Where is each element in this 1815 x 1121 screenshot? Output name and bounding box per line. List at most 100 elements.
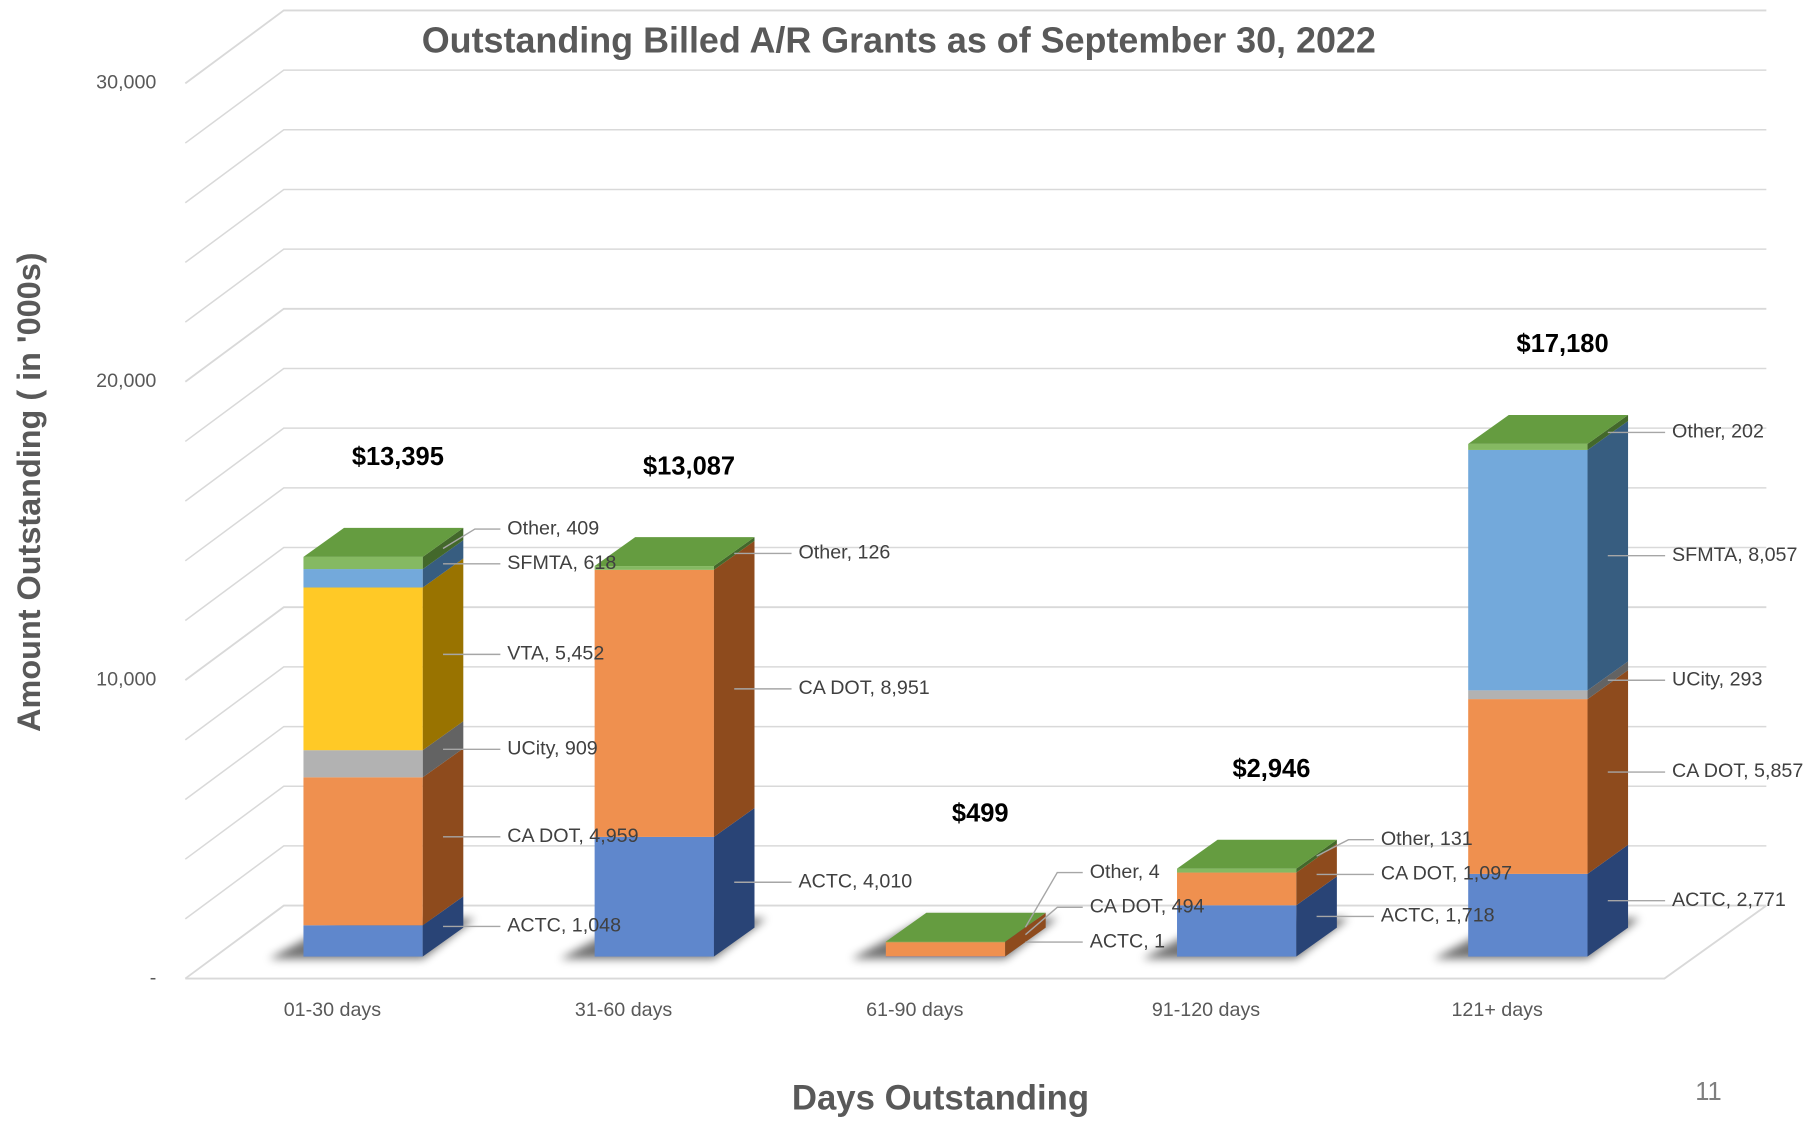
bar-front-highlight bbox=[1468, 449, 1588, 691]
data-label: CA DOT, 5,857 bbox=[1672, 760, 1803, 782]
bar-segment bbox=[1177, 876, 1337, 957]
y-axis-title: Amount Outstanding ( in '000s) bbox=[11, 252, 47, 731]
leader-line bbox=[442, 528, 501, 550]
grid-line bbox=[184, 427, 1767, 502]
x-tick-label: 31-60 days bbox=[575, 999, 673, 1021]
total-label: $2,946 bbox=[1232, 755, 1310, 783]
bar-front bbox=[303, 925, 423, 957]
bar-segment bbox=[885, 912, 1046, 957]
data-label: Other, 126 bbox=[799, 542, 891, 564]
grid-line bbox=[184, 785, 1767, 860]
bar-front-highlight bbox=[303, 925, 423, 957]
bar-front bbox=[594, 569, 714, 837]
chart-title: Outstanding Billed A/R Grants as of Sept… bbox=[422, 20, 1376, 60]
leader-line bbox=[1316, 839, 1374, 857]
bar-front bbox=[1468, 443, 1588, 450]
y-tick-label: 10,000 bbox=[96, 668, 156, 690]
x-tick-label: 61-90 days bbox=[866, 999, 964, 1021]
bar-front bbox=[885, 941, 1006, 957]
bar-segment bbox=[1468, 670, 1629, 874]
bar-front-highlight bbox=[1177, 905, 1297, 957]
data-label: VTA, 5,452 bbox=[507, 643, 604, 665]
bar-top bbox=[885, 912, 1046, 942]
y-tick-label: - bbox=[150, 967, 157, 989]
bar-front-highlight bbox=[1468, 699, 1588, 874]
bar-front-highlight bbox=[885, 941, 1006, 943]
bar-front-highlight bbox=[303, 569, 423, 588]
bars: 01-30 days 31-60 days 61-90 days 91-120 day… bbox=[268, 414, 1640, 1021]
grid-line bbox=[184, 69, 1767, 144]
bar-front bbox=[594, 836, 714, 957]
bar-segment bbox=[594, 540, 755, 837]
grid-line bbox=[184, 248, 1767, 323]
grid-line bbox=[184, 546, 1767, 622]
leader-line bbox=[1024, 871, 1083, 928]
total-label: $499 bbox=[952, 799, 1009, 827]
bar-front bbox=[1468, 873, 1588, 957]
floor bbox=[185, 904, 1767, 980]
data-label: ACTC, 1,048 bbox=[507, 915, 621, 937]
bar-front bbox=[885, 956, 1006, 958]
grid-line bbox=[184, 666, 1767, 741]
bar-front-highlight bbox=[303, 777, 423, 926]
bar-front bbox=[303, 556, 423, 570]
bar-front-highlight bbox=[1468, 690, 1588, 700]
data-label: ACTC, 4,010 bbox=[799, 870, 913, 892]
page-number: 11 bbox=[1695, 1078, 1721, 1106]
data-label: ACTC, 2,771 bbox=[1672, 889, 1786, 911]
data-label: CA DOT, 8,951 bbox=[799, 677, 930, 699]
bar-segment bbox=[1468, 844, 1629, 957]
bar-front-highlight bbox=[303, 750, 423, 778]
bar-front-highlight bbox=[1468, 873, 1588, 957]
bar-front bbox=[885, 941, 1006, 943]
bar-segment bbox=[303, 558, 464, 751]
data-label: Other, 409 bbox=[507, 517, 599, 539]
bar-top bbox=[1468, 414, 1629, 444]
data-label: SFMTA, 618 bbox=[507, 552, 616, 574]
bar-front-highlight bbox=[1177, 868, 1297, 873]
data-label: CA DOT, 494 bbox=[1090, 896, 1205, 918]
data-label: CA DOT, 4,959 bbox=[507, 825, 638, 847]
data-label: ACTC, 1,718 bbox=[1381, 905, 1495, 927]
grid-line bbox=[184, 725, 1767, 801]
bar-top bbox=[303, 527, 464, 557]
y-tick-label: 30,000 bbox=[96, 72, 156, 94]
bar-front bbox=[303, 587, 423, 751]
bar-top bbox=[1177, 839, 1337, 869]
bar-front bbox=[303, 777, 423, 926]
data-label: SFMTA, 8,057 bbox=[1672, 544, 1797, 566]
bar-front bbox=[303, 750, 423, 778]
bar-front bbox=[594, 566, 714, 570]
data-label: Other, 131 bbox=[1381, 828, 1473, 850]
grid-line bbox=[184, 9, 1767, 85]
bar-top bbox=[594, 537, 755, 567]
bar-front-highlight bbox=[1468, 443, 1588, 450]
y-tick-label: 20,000 bbox=[96, 370, 156, 392]
bar-front-highlight bbox=[594, 569, 714, 837]
data-label: UCity, 293 bbox=[1672, 668, 1762, 690]
grid-line bbox=[184, 606, 1767, 681]
labels: ACTC, 1,048 CA DOT, 4,959 UCity, 909 VTA, 5… bbox=[352, 330, 1803, 952]
x-axis-title: Days Outstanding bbox=[792, 1079, 1089, 1117]
bar-front bbox=[1468, 690, 1588, 700]
bar-front bbox=[1177, 905, 1297, 957]
x-tick-label: 91-120 days bbox=[1152, 999, 1260, 1021]
bar-segment bbox=[1468, 420, 1629, 691]
total-label: $17,180 bbox=[1517, 330, 1609, 358]
data-label: ACTC, 1 bbox=[1090, 930, 1165, 952]
grid-line bbox=[184, 487, 1767, 562]
data-label: CA DOT, 1,097 bbox=[1381, 863, 1512, 885]
grid-line bbox=[184, 307, 1767, 383]
bar-front bbox=[1177, 868, 1297, 873]
total-label: $13,395 bbox=[352, 443, 444, 471]
bar-front-highlight bbox=[303, 587, 423, 751]
bar-front bbox=[1468, 699, 1588, 874]
total-label: $13,087 bbox=[643, 452, 735, 480]
bar-front bbox=[1177, 872, 1297, 906]
bar-front-highlight bbox=[594, 566, 714, 570]
data-label: Other, 202 bbox=[1672, 421, 1764, 443]
bar-front-highlight bbox=[885, 941, 1006, 957]
bar-front-highlight bbox=[594, 836, 714, 957]
bar-front-highlight bbox=[303, 556, 423, 570]
